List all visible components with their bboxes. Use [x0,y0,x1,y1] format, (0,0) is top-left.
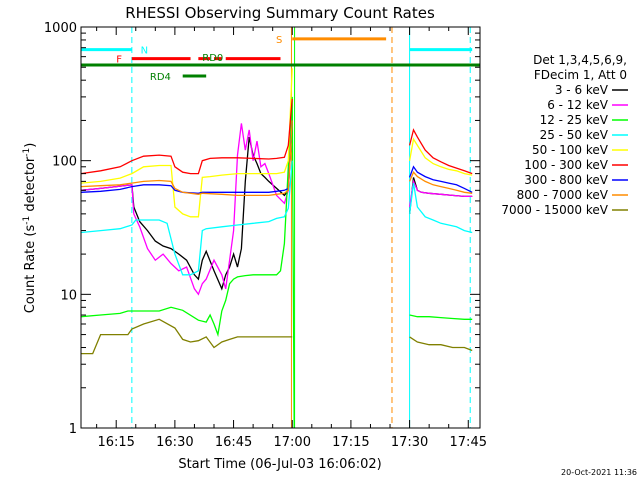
legend-entry-label: 12 - 25 keV [540,113,609,127]
legend-entry-label: 100 - 300 keV [524,158,608,172]
legend-header: FDecim 1, Att 0 [534,68,627,82]
flag-label: S [276,35,282,46]
x-tick-label: 16:30 [156,435,193,450]
flag-label: N [141,46,148,57]
legend-entry-label: 6 - 12 keV [547,98,609,112]
y-axis-label: Count Rate (s-1 detector-1) [22,143,38,314]
flag-label: F [116,55,122,66]
legend-entry-label: 300 - 800 keV [524,173,608,187]
x-tick-label: 17:15 [332,435,369,450]
series-line [80,98,293,175]
series-line [80,68,293,218]
plot-area: N F S RD0 RD4 [80,27,480,429]
legend-entry-label: 50 - 100 keV [532,143,609,157]
series-line-after-gap [408,182,473,234]
series-line-after-gap [408,165,473,193]
x-tick-label: 16:15 [97,435,134,450]
y-tick-label: 1 [69,422,77,437]
series-line-after-gap [409,336,473,352]
timestamp: 20-Oct-2021 11:36 [561,468,637,477]
plot-frame [80,26,481,429]
series-line-after-gap [408,179,473,208]
series-line [80,117,293,296]
legend-entry-label: 25 - 50 keV [540,128,609,142]
chart-title: RHESSI Observing Summary Count Rates [125,4,435,22]
flag-label: RD0 [202,53,223,64]
x-axis-label: Start Time (06-Jul-03 16:06:02) [178,457,381,472]
y-axis-label-sup: -1 [22,148,32,157]
flag-label: RD4 [150,72,171,83]
series-line-after-gap [409,170,473,194]
x-axis: 16:15 16:30 16:45 17:00 17:15 17:30 17:45 [96,27,487,450]
x-tick-label: 17:45 [450,435,487,450]
series-line [80,160,293,276]
y-axis: 1 10 100 1000 [44,21,480,437]
legend-entry-label: 7000 - 15000 keV [501,203,608,217]
series-line [80,96,295,429]
y-tick-label: 1000 [44,21,77,36]
series-line [80,120,293,291]
series-line-after-gap [408,128,473,175]
legend: Det 1,3,4,5,6,9,FDecim 1, Att 03 - 6 keV… [501,53,628,217]
legend-entry-label: 3 - 6 keV [555,83,609,97]
y-axis-label-part: detector [23,156,38,216]
x-tick-label: 17:30 [391,435,428,450]
series-line [80,120,293,197]
x-tick-label: 16:45 [215,435,252,450]
series-line-after-gap [408,137,473,176]
series-line [80,120,293,194]
legend-header: Det 1,3,4,5,6,9, [533,53,627,67]
y-axis-label-sup: -1 [22,216,32,225]
y-tick-label: 10 [60,288,77,303]
y-tick-label: 100 [52,155,77,170]
x-tick-label: 17:00 [274,435,311,450]
series-line [81,318,293,355]
y-axis-label-part: Count Rate (s [23,225,38,314]
y-axis-label-part: ) [23,143,38,148]
series-line-after-gap [409,314,473,320]
legend-entry-label: 800 - 7000 keV [517,188,609,202]
